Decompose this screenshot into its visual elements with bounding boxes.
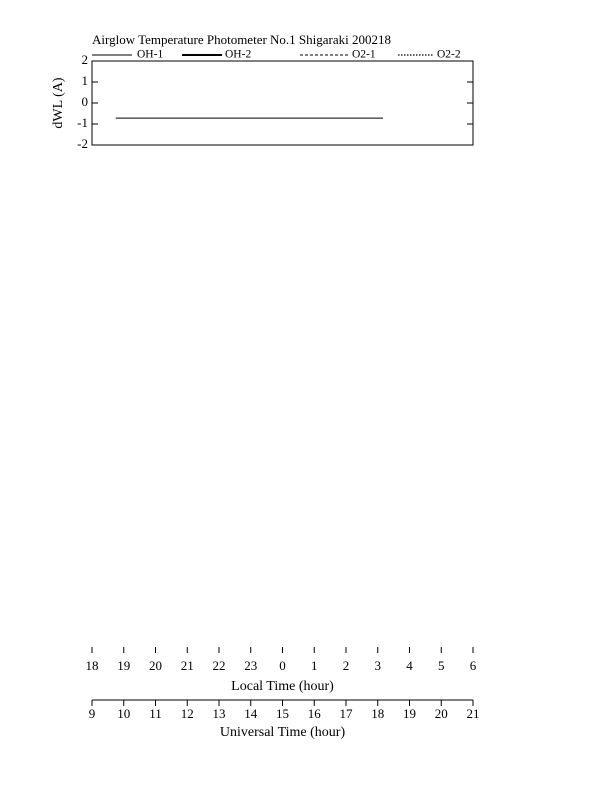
xtick-label-ut-3: 12	[181, 706, 194, 721]
xtick-label-local-0: 18	[86, 658, 99, 673]
xtick-label-ut-7: 16	[308, 706, 322, 721]
xlabel-universal: Universal Time (hour)	[220, 725, 346, 740]
xtick-label-ut-5: 14	[244, 706, 258, 721]
panel-dwl: -2 -1 0 1 2 dWL (A)	[51, 52, 474, 151]
xtick-label-ut-1: 10	[117, 706, 130, 721]
xtick-label-local-2: 20	[149, 658, 162, 673]
xtick-label-local-7: 1	[311, 658, 318, 673]
xtick-label-local-4: 22	[213, 658, 226, 673]
xtick-label-ut-2: 11	[149, 706, 162, 721]
xtick-label-local-11: 5	[438, 658, 445, 673]
ylabel-dwl: dWL (A)	[51, 77, 66, 129]
xtick-label-ut-8: 17	[340, 706, 354, 721]
ytick-label-dwl-4: 2	[82, 52, 89, 67]
legend-entry-o2-2: O2-2	[398, 49, 461, 61]
chart-title: Airglow Temperature Photometer No.1 Shig…	[92, 32, 391, 47]
xtick-label-ut-12: 21	[467, 706, 480, 721]
ytick-label-dwl-3: 1	[82, 73, 89, 88]
xtick-label-ut-11: 20	[435, 706, 448, 721]
xtick-label-ut-4: 13	[213, 706, 226, 721]
legend-label-oh-2: OH-2	[225, 49, 251, 61]
xtick-label-ut-6: 15	[276, 706, 289, 721]
legend-entry-oh-1: OH-1	[92, 49, 163, 61]
xtick-label-ut-9: 18	[371, 706, 384, 721]
legend-label-o2-2: O2-2	[437, 49, 461, 61]
xtick-label-local-9: 3	[375, 658, 382, 673]
ytick-label-dwl-2: 0	[82, 94, 89, 109]
xtick-label-local-5: 23	[244, 658, 257, 673]
xtick-label-local-8: 2	[343, 658, 350, 673]
ytick-label-dwl-0: -2	[77, 136, 88, 151]
xtick-label-local-12: 6	[470, 658, 477, 673]
xtick-label-local-6: 0	[279, 658, 286, 673]
legend-entry-oh-2: OH-2	[182, 49, 251, 61]
xtick-label-ut-0: 9	[89, 706, 96, 721]
legend-entry-o2-1: O2-1	[300, 49, 376, 61]
legend-label-oh-1: OH-1	[137, 49, 163, 61]
legend-label-o2-1: O2-1	[352, 49, 376, 61]
x-axis-universal: 9 10 11 12 13 14 15 16 17 18 19 20 21 Universal Time …	[89, 699, 480, 740]
ytick-label-dwl-1: -1	[77, 115, 88, 130]
xtick-label-local-10: 4	[406, 658, 413, 673]
panel-frame-dwl	[91, 60, 474, 146]
xtick-label-ut-10: 19	[403, 706, 416, 721]
xtick-label-local-3: 21	[181, 658, 194, 673]
xlabel-local: Local Time (hour)	[231, 679, 334, 694]
xtick-label-local-1: 19	[117, 658, 130, 673]
